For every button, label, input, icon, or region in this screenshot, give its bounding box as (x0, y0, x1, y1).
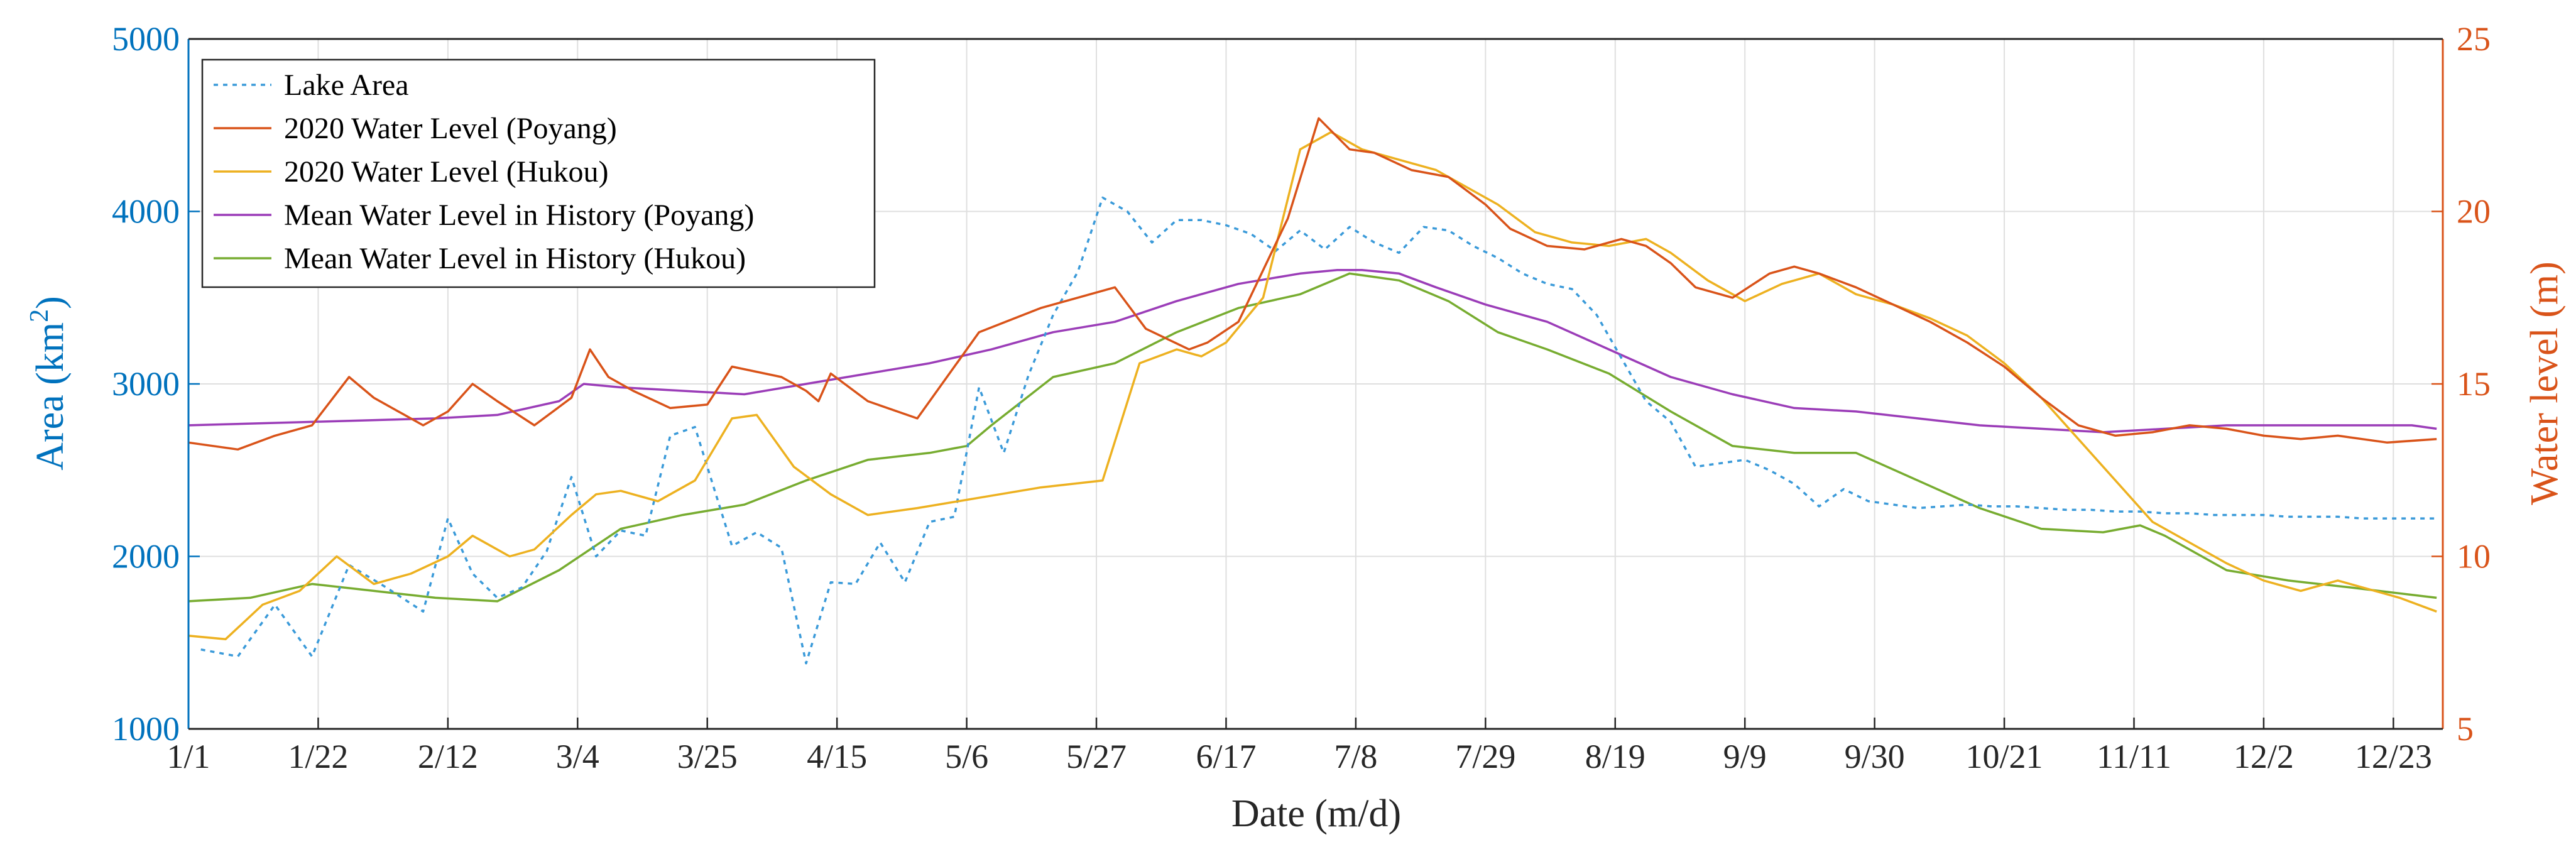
x-tick-label: 5/6 (945, 738, 988, 775)
tick-labels: 1/1 1/22 2/12 3/4 3/25 4/15 5/6 5/27 6/17 7/8 7/29… (112, 20, 2491, 775)
x-tick-label: 9/9 (1723, 738, 1767, 775)
series-line-mean-water-level-in-history-hukou (188, 272, 2437, 603)
x-tick-label: 10/21 (1966, 738, 2043, 775)
x-tick-label: 4/15 (807, 738, 867, 775)
legend: Lake Area 2020 Water Level (Poyang) 2020 W… (201, 58, 876, 288)
right-axis-title: Water level (m) (2523, 261, 2566, 505)
series-layer (188, 117, 2437, 665)
x-tick-label: 8/19 (1585, 738, 1645, 775)
y-right-tick-label: 20 (2457, 193, 2491, 231)
x-tick-label: 3/25 (677, 738, 738, 775)
left-axis-title-end: ) (29, 296, 72, 309)
x-tick-label: 11/11 (2097, 738, 2171, 775)
x-tick-label: 7/29 (1455, 738, 1515, 775)
y-right-tick-label: 10 (2457, 538, 2491, 576)
y-left-tick-label: 1000 (112, 710, 180, 748)
left-axis-title-main: Area (km (29, 322, 72, 471)
left-axis-title-sup: 2 (25, 309, 54, 322)
y-left-tick-label: 5000 (112, 20, 180, 58)
x-tick-label: 3/4 (556, 738, 599, 775)
y-right-tick-label: 25 (2457, 20, 2491, 58)
legend-box (201, 58, 876, 288)
x-tick-label: 9/30 (1845, 738, 1905, 775)
series-line-lake-area (200, 196, 2437, 665)
legend-label: 2020 Water Level (Hukou) (284, 155, 608, 189)
y-left-tick-label: 4000 (112, 193, 180, 231)
legend-label: 2020 Water Level (Poyang) (284, 112, 617, 145)
x-tick-label: 12/2 (2234, 738, 2294, 775)
x-tick-label: 1/22 (288, 738, 348, 775)
y-left-tick-label: 3000 (112, 365, 180, 403)
legend-label: Lake Area (284, 68, 409, 102)
svg-text:Area (km2): Area (km2) (25, 296, 72, 471)
x-tick-label: 6/17 (1196, 738, 1256, 775)
y-right-tick-label: 15 (2457, 365, 2491, 403)
x-tick-label: 7/8 (1334, 738, 1377, 775)
x-axis-title: Date (m/d) (1231, 792, 1401, 835)
y-right-tick-label: 5 (2457, 710, 2474, 748)
series-line-mean-water-level-in-history-poyang (188, 269, 2437, 434)
left-axis-title: Area (km2) (25, 296, 72, 471)
x-tick-label: 2/12 (418, 738, 478, 775)
y-left-tick-label: 2000 (112, 538, 180, 576)
legend-label: Mean Water Level in History (Hukou) (284, 242, 746, 275)
x-tick-label: 1/1 (166, 738, 210, 775)
legend-items: Lake Area 2020 Water Level (Poyang) 2020 W… (214, 68, 754, 275)
axes (187, 38, 2444, 730)
series-line-2020-water-level-poyang (188, 117, 2437, 451)
x-tick-label: 5/27 (1066, 738, 1127, 775)
x-tick-label: 12/23 (2355, 738, 2432, 775)
svg-text:Water level (m): Water level (m) (2523, 261, 2566, 505)
legend-label: Mean Water Level in History (Poyang) (284, 199, 754, 232)
